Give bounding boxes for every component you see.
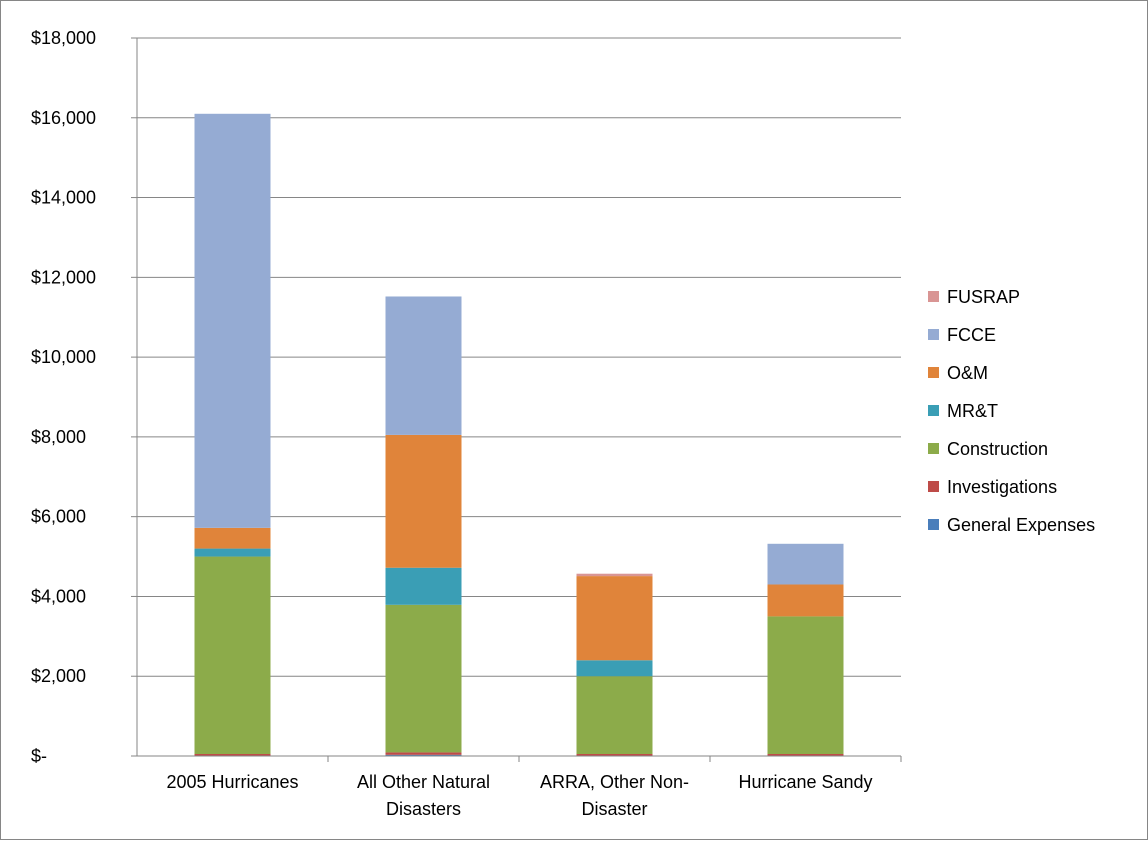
bar-segment-investigations — [195, 754, 271, 756]
y-tick-label: $4,000 — [31, 586, 86, 606]
y-tick-label: $18,000 — [31, 28, 96, 48]
bar-segment-mr-t — [386, 568, 462, 605]
legend-entry: O&M — [928, 363, 988, 383]
legend-swatch — [928, 519, 939, 530]
x-tick-label-line: ARRA, Other Non- — [540, 772, 689, 792]
legend-swatch — [928, 481, 939, 492]
y-tick-label: $2,000 — [31, 666, 86, 686]
bar-segment-investigations — [577, 754, 653, 756]
x-tick-label-line: All Other Natural — [357, 772, 490, 792]
x-tick-label: Hurricane Sandy — [738, 772, 872, 792]
y-axis-tick-labels: $- $2,000 $4,000 $6,000 $8,000 $10,000 $12,000… — [31, 28, 96, 766]
legend-label: Investigations — [947, 477, 1057, 497]
bar-segment-fusrap — [577, 574, 653, 576]
legend-label: MR&T — [947, 401, 998, 421]
bar-segment-construction — [195, 557, 271, 754]
bar-segment-o-m — [195, 528, 271, 549]
legend-label: FUSRAP — [947, 287, 1020, 307]
legend-swatch — [928, 329, 939, 340]
bars — [195, 114, 844, 756]
legend-label: General Expenses — [947, 515, 1095, 535]
bar-segment-fcce — [195, 114, 271, 528]
y-tick-label: $12,000 — [31, 267, 96, 287]
x-tick-label-line: Hurricane Sandy — [738, 772, 872, 792]
bar-segment-fcce — [386, 296, 462, 434]
legend-swatch — [928, 405, 939, 416]
legend-label: FCCE — [947, 325, 996, 345]
legend-swatch — [928, 443, 939, 454]
y-tick-label: $6,000 — [31, 507, 86, 527]
legend-label: Construction — [947, 439, 1048, 459]
bar-segment-o-m — [768, 584, 844, 616]
y-tick-label: $14,000 — [31, 188, 96, 208]
y-tick-label: $- — [31, 746, 47, 766]
bar-segment-mr-t — [195, 549, 271, 557]
x-tick-label: ARRA, Other Non- Disaster — [540, 772, 689, 819]
bar-segment-fcce — [768, 544, 844, 585]
legend-entry: FCCE — [928, 325, 996, 345]
bar-segment-investigations — [768, 754, 844, 756]
legend-label: O&M — [947, 363, 988, 383]
x-tick-label: 2005 Hurricanes — [166, 772, 298, 792]
legend-swatch — [928, 367, 939, 378]
x-tick-label-line: Disasters — [386, 799, 461, 819]
x-axis-tick-labels: 2005 Hurricanes All Other Natural Disaster… — [166, 772, 872, 819]
legend-entry: Construction — [928, 439, 1048, 459]
y-tick-label: $10,000 — [31, 347, 96, 367]
y-tick-label: $8,000 — [31, 427, 86, 447]
bar-segment-mr-t — [577, 660, 653, 676]
bar-segment-o-m — [386, 435, 462, 568]
legend-entry: General Expenses — [928, 515, 1095, 535]
legend-entry: Investigations — [928, 477, 1057, 497]
x-tick-label-line: 2005 Hurricanes — [166, 772, 298, 792]
legend: FUSRAP FCCE O&M MR&T Construction Investigati… — [928, 287, 1095, 535]
legend-entry: MR&T — [928, 401, 998, 421]
legend-entry: FUSRAP — [928, 287, 1020, 307]
bar-segment-construction — [577, 676, 653, 754]
bar-segment-construction — [768, 616, 844, 754]
bar-segment-construction — [386, 605, 462, 753]
x-tick-label: All Other Natural Disasters — [357, 772, 490, 819]
x-tick-label-line: Disaster — [581, 799, 647, 819]
y-tick-label: $16,000 — [31, 108, 96, 128]
bar-segment-investigations — [386, 752, 462, 754]
bar-segment-o-m — [577, 576, 653, 660]
legend-swatch — [928, 291, 939, 302]
